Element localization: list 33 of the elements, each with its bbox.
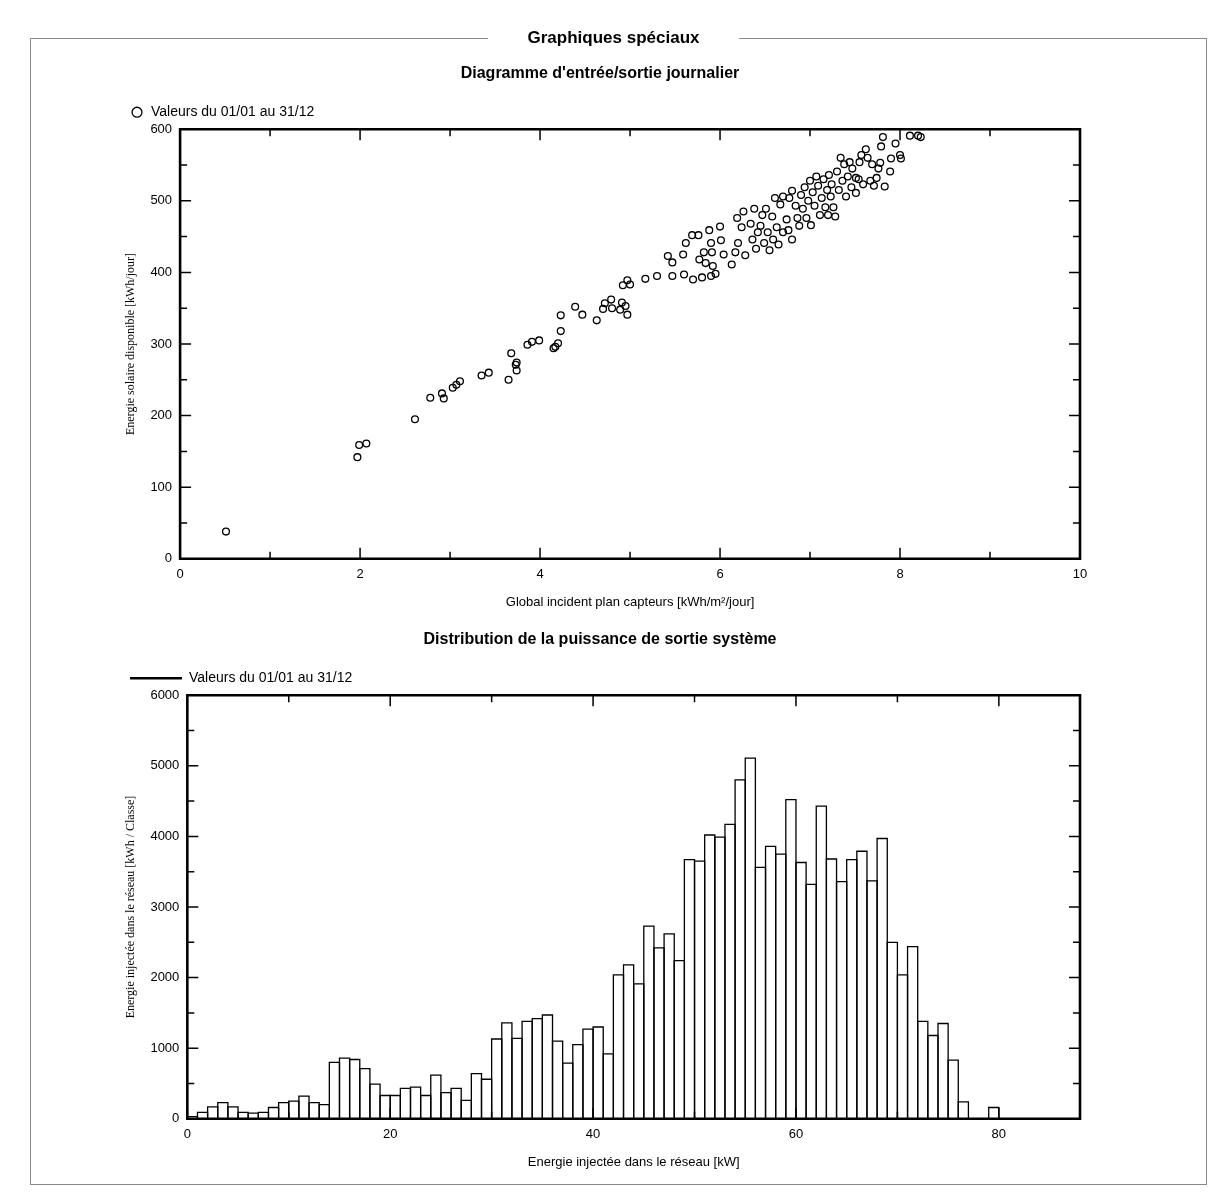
y-tick-label: 600 bbox=[150, 120, 173, 136]
y-tick-label: 400 bbox=[150, 263, 173, 279]
x-tick-label: 4 bbox=[536, 566, 544, 582]
y-axis-title: Energie solaire disponible [kWh/jour] bbox=[123, 252, 138, 436]
x-tick-label: 0 bbox=[183, 1126, 191, 1142]
x-axis-title: Global incident plan capteurs [kWh/m²/jour] bbox=[505, 593, 755, 609]
y-tick-label: 200 bbox=[150, 407, 173, 423]
x-tick-label: 8 bbox=[896, 566, 904, 582]
y-tick-label: 0 bbox=[172, 1110, 180, 1126]
y-tick-label: 1000 bbox=[150, 1039, 180, 1055]
legend-label: Valeurs du 01/01 au 31/12 bbox=[189, 669, 353, 686]
y-tick-label: 4000 bbox=[150, 827, 180, 843]
legend-label: Valeurs du 01/01 au 31/12 bbox=[151, 103, 315, 120]
chart-title: Distribution de la puissance de sortie système bbox=[423, 630, 777, 648]
chart-title: Graphiques spéciaux bbox=[487, 28, 740, 47]
y-tick-label: 2000 bbox=[150, 969, 180, 985]
y-tick-label: 100 bbox=[150, 478, 173, 494]
x-tick-label: 60 bbox=[788, 1126, 804, 1142]
x-tick-label: 6 bbox=[716, 566, 724, 582]
x-tick-label: 10 bbox=[1072, 566, 1088, 582]
y-tick-label: 300 bbox=[150, 335, 173, 351]
y-axis-title: Energie injectée dans le réseau [kWh / Classe] bbox=[123, 795, 138, 1019]
y-tick-label: 3000 bbox=[150, 898, 180, 914]
chart-subtitle: Diagramme d'entrée/sortie journalier bbox=[460, 64, 740, 82]
x-axis-title: Energie injectée dans le réseau [kW] bbox=[527, 1153, 740, 1169]
x-tick-label: 2 bbox=[356, 566, 364, 582]
x-tick-label: 80 bbox=[991, 1126, 1007, 1142]
y-tick-label: 6000 bbox=[150, 686, 180, 702]
y-tick-label: 500 bbox=[150, 192, 173, 208]
x-tick-label: 20 bbox=[382, 1126, 398, 1142]
x-tick-label: 40 bbox=[585, 1126, 601, 1142]
y-tick-label: 0 bbox=[164, 550, 173, 566]
y-tick-label: 5000 bbox=[150, 757, 180, 773]
